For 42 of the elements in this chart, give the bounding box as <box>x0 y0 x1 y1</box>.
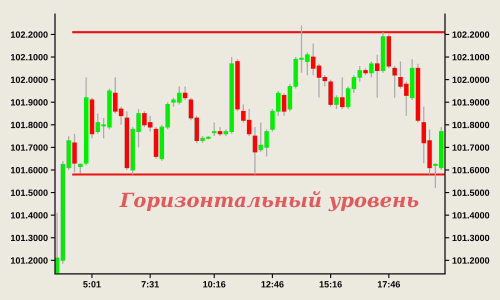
candlestick <box>282 92 286 116</box>
y-tick-label: 101.8000 <box>10 122 48 128</box>
y2-tick-label: 101.3000 <box>452 234 490 242</box>
candlestick <box>182 86 188 101</box>
y-tick-label: 101.6000 <box>10 166 48 174</box>
y2-tick-label: 101.2000 <box>452 257 490 264</box>
y2-tick-label: 101.5000 <box>452 190 490 196</box>
candlestick <box>374 54 380 98</box>
y2-tick-label: 101.6000 <box>452 166 490 174</box>
y-tick-label: 102.1000 <box>10 54 48 60</box>
y-tick-label: 101.5000 <box>10 190 48 196</box>
y-tick-label: 101.3000 <box>10 234 48 242</box>
x-tick-label: 15:16 <box>320 281 342 288</box>
candlestick <box>340 76 344 110</box>
y2-tick-label: 101.7000 <box>452 144 490 151</box>
candlestick <box>252 126 258 176</box>
y-tick-label: 101.4000 <box>10 212 48 219</box>
x-tick-label: 17:46 <box>378 281 400 288</box>
x-tick-label: 5:01 <box>83 281 101 288</box>
y-tick-label: 101.2000 <box>10 257 48 264</box>
y2-tick-label: 102.1000 <box>452 54 490 60</box>
y-tick-label: 101.9000 <box>10 99 48 106</box>
y-tick-label: 102.2000 <box>10 31 48 38</box>
candlestick <box>218 126 222 137</box>
candlestick <box>78 162 83 174</box>
y-tick-label: 102.0000 <box>10 76 48 83</box>
y2-tick-label: 101.9000 <box>452 99 490 106</box>
candlestick <box>72 133 77 173</box>
y2-tick-label: 101.8000 <box>452 122 490 128</box>
candlestick <box>369 60 374 78</box>
x-tick-label: 10:16 <box>203 281 226 288</box>
y2-tick-label: 102.2000 <box>452 31 490 38</box>
candlestick <box>212 122 216 137</box>
y2-tick-label: 101.4000 <box>452 212 490 219</box>
y2-tick-label: 102.0000 <box>452 76 490 83</box>
annotation: Горизонтальный уровень <box>119 191 418 212</box>
y-tick-label: 101.7000 <box>10 144 48 151</box>
candlestick <box>334 94 339 110</box>
x-tick-label: 12:46 <box>261 281 284 288</box>
x-tick-label: 7:31 <box>142 281 159 288</box>
candlestick <box>392 65 397 98</box>
candlestick <box>328 78 333 108</box>
